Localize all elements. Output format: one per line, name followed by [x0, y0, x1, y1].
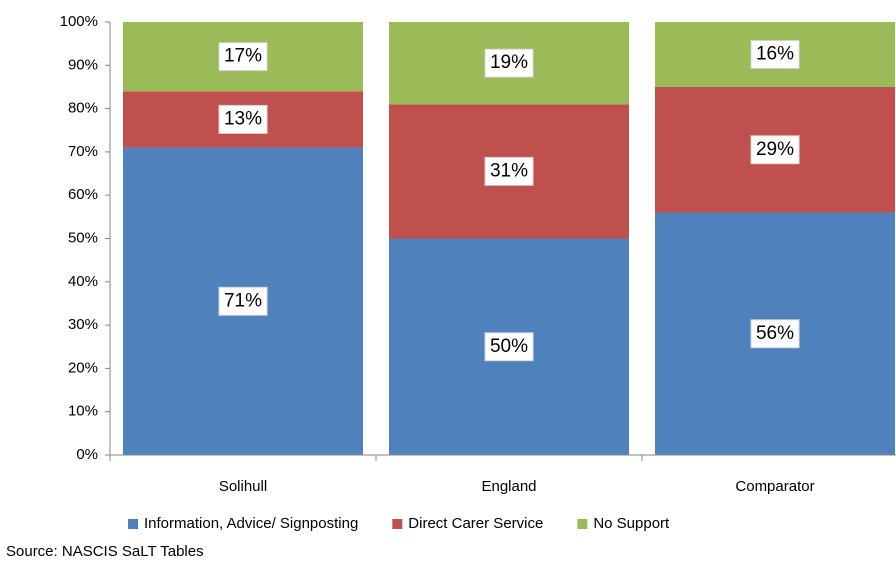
y-tick-label: 30% — [68, 316, 98, 333]
legend-swatch — [577, 519, 588, 529]
y-tick-label: 10% — [68, 403, 98, 420]
data-label: 50% — [490, 336, 528, 357]
data-label: 31% — [490, 160, 528, 181]
legend-label: Information, Advice/ Signposting — [144, 515, 358, 532]
data-label-box — [484, 156, 534, 186]
x-tick-label: England — [481, 478, 536, 495]
data-label: 13% — [224, 108, 262, 129]
y-tick-label: 50% — [68, 229, 98, 246]
data-label: 56% — [756, 323, 794, 344]
data-label: 17% — [224, 46, 262, 67]
legend-label: Direct Carer Service — [408, 515, 543, 532]
data-label: 71% — [224, 290, 262, 311]
data-label-box — [750, 135, 800, 165]
data-label-box — [218, 286, 268, 316]
plot-area — [123, 22, 895, 455]
data-label-box — [750, 39, 800, 69]
x-tick-label: Solihull — [219, 478, 267, 495]
data-label-box — [484, 48, 534, 78]
data-label-box — [218, 104, 268, 134]
data-label-box — [218, 42, 268, 72]
legend-swatch — [128, 519, 138, 529]
y-tick-label: 60% — [68, 186, 98, 203]
data-label: 29% — [756, 139, 794, 160]
data-label-box — [484, 332, 534, 362]
x-tick-label: Comparator — [735, 478, 814, 495]
y-tick-label: 90% — [68, 56, 98, 73]
y-tick-label: 80% — [68, 100, 98, 117]
y-tick-label: 70% — [68, 143, 98, 160]
legend-label: No Support — [593, 515, 670, 532]
data-label: 19% — [490, 52, 528, 73]
y-tick-label: 20% — [68, 359, 98, 376]
data-label-box — [750, 319, 800, 349]
y-tick-label: 40% — [68, 273, 98, 290]
data-label: 16% — [756, 43, 794, 64]
y-tick-label: 100% — [60, 13, 98, 30]
legend-swatch — [392, 519, 403, 529]
source: Source: NASCIS SaLT Tables — [6, 543, 204, 560]
y-tick-label: 0% — [76, 446, 98, 463]
